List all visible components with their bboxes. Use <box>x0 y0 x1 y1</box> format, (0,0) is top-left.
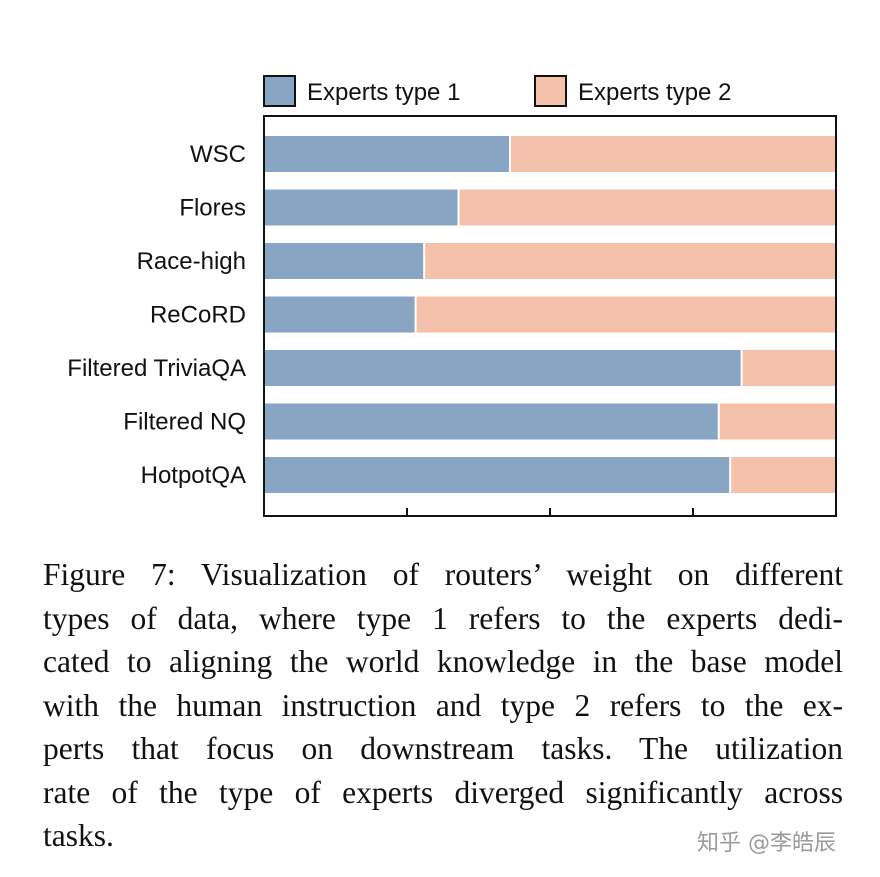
category-labels: WSC Flores Race-high ReCoRD Filtered TriviaQ… <box>67 141 246 489</box>
bar-record-type-2 <box>415 296 836 333</box>
caption-line: tasks. <box>43 818 114 853</box>
bar-filtered-triviaqa-type-2 <box>741 350 836 386</box>
legend: Experts type 1 Experts type 2 <box>263 75 731 107</box>
category-label-filtered-triviaqa: Filtered TriviaQA <box>67 355 246 382</box>
category-label-record: ReCoRD <box>150 302 246 329</box>
stacked-bar-chart: Experts type 1 Experts type 2 WSC Flores Ra… <box>67 75 837 517</box>
bars-group <box>264 136 836 493</box>
category-label-race-high: Race-high <box>137 248 246 275</box>
bar-flores-type-1 <box>264 189 459 226</box>
caption-line: cated to aligning the world knowledge in… <box>43 644 843 679</box>
bar-race-high-type-1 <box>264 243 425 279</box>
caption-line: with the human instruction and type 2 re… <box>43 687 843 723</box>
category-label-filtered-nq: Filtered NQ <box>123 409 246 436</box>
category-label-flores: Flores <box>179 195 246 222</box>
bar-wsc-type-1 <box>264 136 510 172</box>
figure-caption: Figure 7: Visualization of routers’ weig… <box>43 553 843 858</box>
bar-filtered-nq-type-2 <box>718 403 836 440</box>
bar-hotpotqa-type-2 <box>730 457 836 493</box>
caption-line: perts that focus on downstream tasks. Th… <box>43 731 843 766</box>
bar-filtered-nq-type-1 <box>264 403 719 440</box>
bar-flores-type-2 <box>458 189 836 226</box>
axes <box>263 115 837 517</box>
bar-wsc-type-2 <box>509 136 836 172</box>
category-label-hotpotqa: HotpotQA <box>141 462 246 489</box>
watermark: 知乎 @李皓辰 <box>697 831 836 856</box>
caption-line: Figure 7: Visualization of routers’ weig… <box>43 557 843 592</box>
legend-swatch-type-2 <box>534 75 567 107</box>
bar-filtered-triviaqa-type-1 <box>264 350 742 386</box>
bar-race-high-type-2 <box>424 243 836 279</box>
bar-hotpotqa-type-1 <box>264 457 731 493</box>
legend-label-type-2: Experts type 2 <box>578 79 731 106</box>
legend-swatch-type-1 <box>263 75 296 107</box>
caption-line: types of data, where type 1 refers to th… <box>43 600 843 636</box>
legend-label-type-1: Experts type 1 <box>307 79 460 106</box>
caption-line: rate of the type of experts diverged sig… <box>43 774 843 810</box>
bar-record-type-1 <box>264 296 416 333</box>
category-label-wsc: WSC <box>190 141 246 168</box>
